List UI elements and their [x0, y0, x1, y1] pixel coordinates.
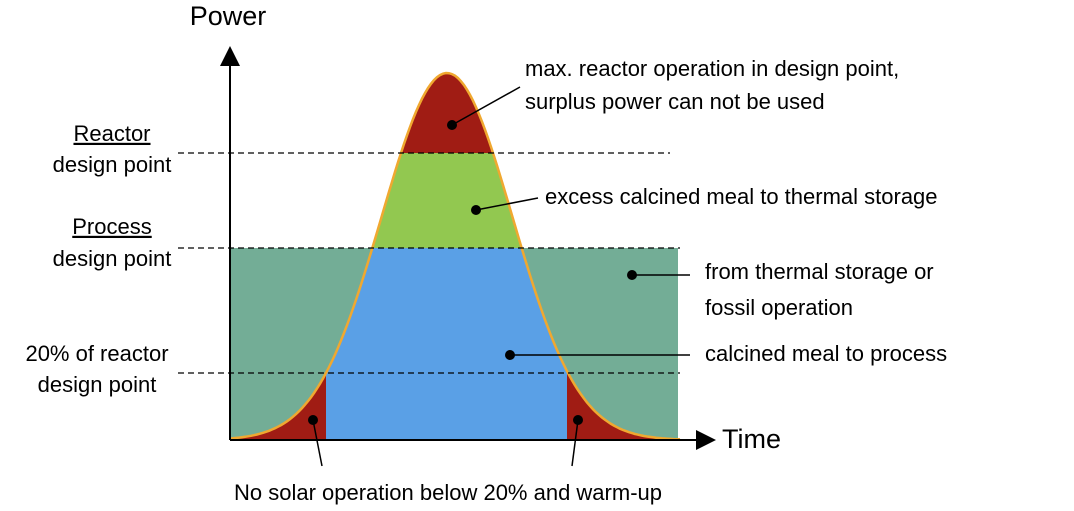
level-label: design point	[53, 152, 172, 177]
annotation: from thermal storage or	[705, 259, 934, 284]
power-curve	[229, 71, 681, 441]
annotation: surplus power can not be used	[525, 89, 825, 114]
level-label: 20% of reactor	[25, 341, 168, 366]
level-label: design point	[53, 246, 172, 271]
annotation: fossil operation	[705, 295, 853, 320]
level-label: Process	[72, 214, 151, 239]
annotation: calcined meal to process	[705, 341, 947, 366]
annotation: excess calcined meal to thermal storage	[545, 184, 938, 209]
leader	[451, 86, 521, 126]
process-region-low	[326, 373, 567, 440]
level-label: design point	[38, 372, 157, 397]
level-label: Reactor	[73, 121, 150, 146]
y-label: Power	[190, 1, 267, 31]
leader	[571, 419, 579, 467]
annotation: No solar operation below 20% and warm-up	[234, 480, 662, 505]
leader	[475, 197, 539, 211]
x-label: Time	[722, 424, 781, 454]
leader	[312, 419, 323, 467]
annotation: max. reactor operation in design point,	[525, 56, 899, 81]
